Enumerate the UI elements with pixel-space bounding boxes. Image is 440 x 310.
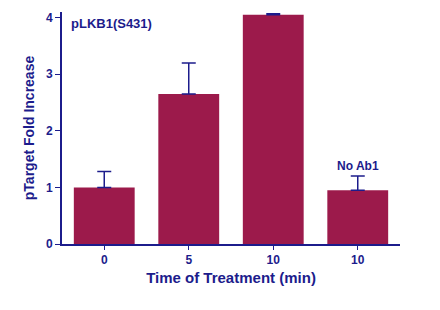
svg-text:10: 10 xyxy=(351,253,365,267)
svg-text:0: 0 xyxy=(46,237,53,251)
svg-text:10: 10 xyxy=(267,253,281,267)
svg-text:No Ab1: No Ab1 xyxy=(337,159,379,173)
svg-text:5: 5 xyxy=(185,253,192,267)
svg-text:1: 1 xyxy=(46,181,53,195)
svg-text:3: 3 xyxy=(46,67,53,81)
svg-text:4: 4 xyxy=(46,11,53,25)
svg-text:pTarget Fold Increase: pTarget Fold Increase xyxy=(21,56,37,201)
svg-text:Time of Treatment (min): Time of Treatment (min) xyxy=(146,269,316,286)
svg-text:0: 0 xyxy=(101,253,108,267)
svg-text:pLKB1(S431): pLKB1(S431) xyxy=(71,16,152,31)
svg-text:2: 2 xyxy=(46,124,53,138)
